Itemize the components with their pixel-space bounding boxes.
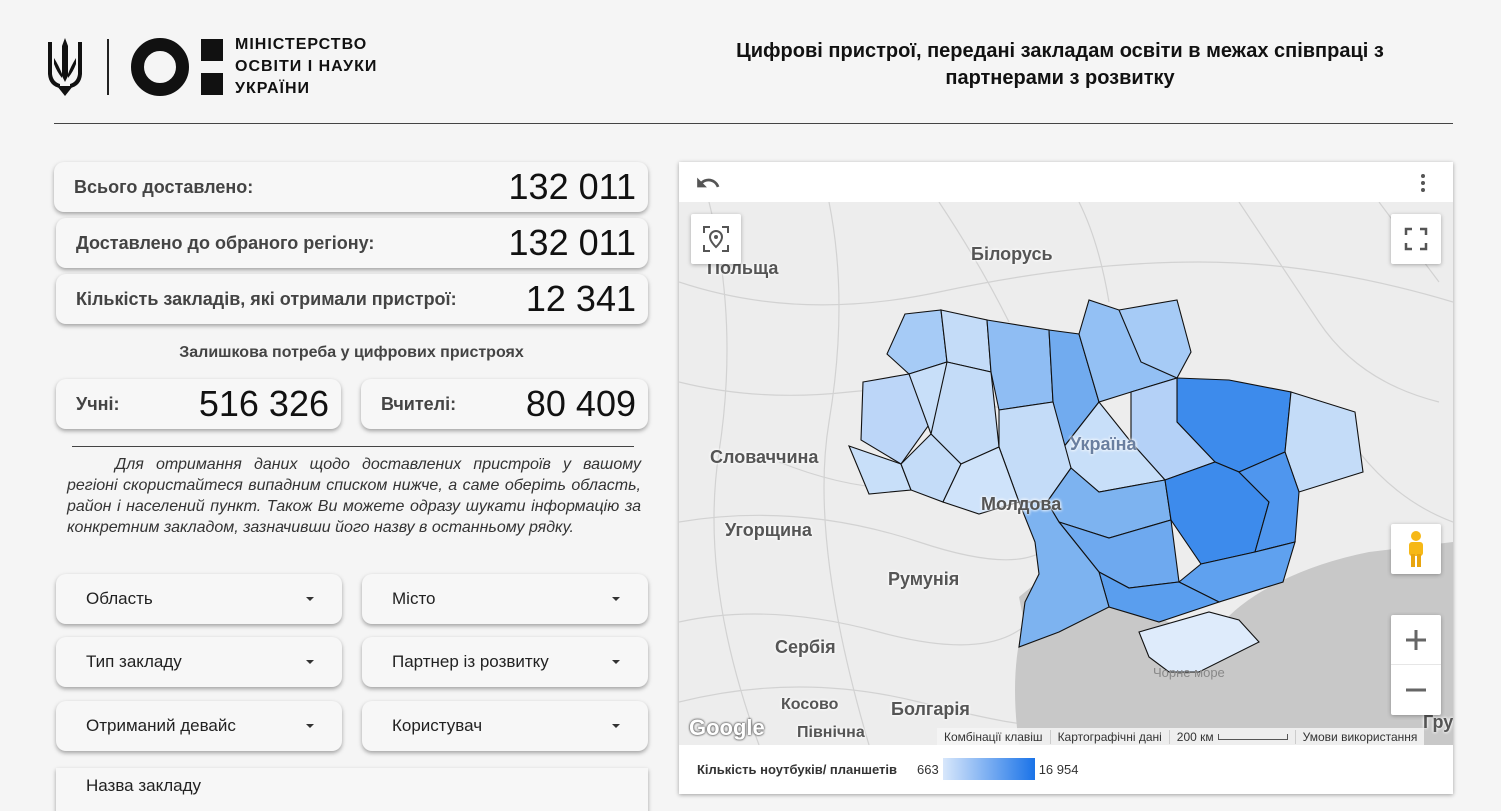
kpi-teachers-need: Вчителі: 80 409 — [361, 379, 648, 429]
caret-down-icon — [612, 660, 620, 664]
map-data-link[interactable]: Картографічні дані — [1051, 729, 1170, 744]
user-dropdown[interactable]: Користувач — [362, 701, 648, 751]
region-sumy — [1118, 299, 1192, 379]
plus-icon — [1406, 629, 1426, 650]
region-luhansk — [1284, 391, 1364, 493]
kpi-label: Всього доставлено: — [74, 176, 254, 197]
dropdown-label: Отриманий девайс — [86, 716, 236, 735]
undo-icon[interactable] — [695, 170, 721, 196]
legend-max: 16 954 — [1038, 761, 1079, 777]
kpi-region-delivered: Доставлено до обраного регіону: 132 011 — [56, 218, 648, 268]
map-attribution: Комбінації клавіш Картографічні дані 200… — [937, 728, 1425, 745]
dropdown-label: Місто — [392, 589, 436, 608]
caret-down-icon — [306, 660, 314, 664]
zoom-in-button[interactable] — [1391, 615, 1441, 665]
region-odesa — [1018, 501, 1110, 648]
header-divider — [54, 123, 1453, 124]
device-dropdown[interactable]: Отриманий девайс — [56, 701, 342, 751]
region-zhytomyr — [986, 319, 1054, 411]
kpi-total-delivered: Всього доставлено: 132 011 — [54, 162, 648, 212]
city-dropdown[interactable]: Місто — [362, 574, 648, 624]
map-label-romania: Румунія — [888, 569, 960, 589]
kpi-value: 80 409 — [525, 383, 636, 424]
dropdown-label: Партнер із розвитку — [392, 652, 549, 671]
zoom-controls — [1391, 615, 1441, 715]
school-type-dropdown[interactable]: Тип закладу — [56, 637, 342, 687]
map-label-belarus: Білорусь — [971, 244, 1053, 264]
partner-dropdown[interactable]: Партнер із розвитку — [362, 637, 648, 687]
legend-title: Кількість ноутбуків/ планшетів — [697, 761, 897, 777]
map-card: Польща Білорусь Словаччина Угорщина Молд… — [679, 162, 1453, 794]
dropdown-label: Тип закладу — [86, 652, 182, 671]
ministry-logo: МІНІСТЕРСТВО ОСВІТИ І НАУКИ УКРАЇНИ — [45, 34, 377, 100]
street-view-button[interactable] — [1391, 524, 1441, 574]
scale-label: 200 км — [1176, 729, 1214, 744]
legend-gradient — [942, 758, 1035, 780]
zoom-out-button[interactable] — [1391, 665, 1441, 715]
scale-bar — [1217, 734, 1288, 741]
dropdown-label: Користувач — [392, 716, 483, 735]
region-dropdown[interactable]: Область — [56, 574, 342, 624]
section-divider — [72, 446, 634, 447]
instructions-text: Для отримання даних щодо доставлених при… — [67, 456, 641, 536]
caret-down-icon — [612, 597, 620, 601]
map-label-black-sea: Чорне море — [1153, 665, 1225, 680]
map-label-slovakia: Словаччина — [710, 447, 819, 467]
map-legend: Кількість ноутбуків/ планшетів 663 16 95… — [697, 758, 1078, 780]
terms-link[interactable]: Умови використання — [1302, 729, 1418, 744]
logo-divider — [107, 39, 109, 95]
school-name-search-field[interactable]: Назва закладу — [56, 768, 648, 811]
kpi-label: Кількість закладів, які отримали пристро… — [76, 288, 457, 309]
map-toolbar — [679, 162, 1453, 202]
map-label-kosovo: Косово — [781, 696, 839, 713]
map-scale[interactable]: 200 км — [1170, 729, 1296, 744]
minus-icon — [1406, 688, 1426, 692]
kpi-value: 12 341 — [525, 278, 636, 319]
map-label-edge: Гру — [1423, 712, 1453, 732]
kpi-students-need: Учні: 516 326 — [56, 379, 341, 429]
page-title: Цифрові пристрої, передані закладам осві… — [736, 40, 1384, 89]
pegman-icon — [1409, 531, 1423, 567]
ministry-name: МІНІСТЕРСТВО ОСВІТИ І НАУКИ УКРАЇНИ — [235, 36, 378, 97]
kpi-institutions: Кількість закладів, які отримали пристро… — [56, 274, 648, 324]
region-chernivtsi — [942, 446, 1020, 515]
legend-min: 663 — [916, 761, 939, 777]
more-options-icon[interactable] — [1413, 172, 1433, 194]
location-pin-icon — [703, 226, 729, 252]
keyboard-shortcuts-link[interactable]: Комбінації клавіш — [937, 729, 1051, 744]
fullscreen-icon — [1404, 227, 1428, 251]
map-canvas — [679, 202, 1453, 745]
map-label-hungary: Угорщина — [725, 520, 812, 540]
caret-down-icon — [306, 724, 314, 728]
kpi-value: 516 326 — [198, 383, 329, 424]
header: МІНІСТЕРСТВО ОСВІТИ І НАУКИ УКРАЇНИ Цифр… — [0, 0, 1501, 125]
ukraine-regions — [848, 299, 1364, 673]
kpi-label: Вчителі: — [381, 393, 457, 414]
trident-icon — [48, 38, 82, 96]
kpi-value: 132 011 — [508, 166, 636, 207]
map-label-bulgaria: Болгарія — [891, 699, 970, 719]
kpi-label: Доставлено до обраного регіону: — [76, 232, 375, 253]
map-area[interactable]: Польща Білорусь Словаччина Угорщина Молд… — [679, 202, 1453, 745]
map-label-ukraine: Україна — [1070, 434, 1137, 454]
region-lviv — [860, 373, 932, 465]
kpi-label: Учні: — [76, 393, 120, 414]
fullscreen-button[interactable] — [1391, 214, 1441, 264]
ministry-square-mark — [201, 39, 223, 95]
caret-down-icon — [306, 597, 314, 601]
locate-me-button[interactable] — [691, 214, 741, 264]
remaining-need-title: Залишкова потреба у цифрових пристроях — [179, 344, 524, 361]
google-logo: Google — [689, 715, 765, 740]
dropdown-label: Область — [86, 589, 153, 608]
caret-down-icon — [612, 724, 620, 728]
map-label-serbia: Сербія — [775, 637, 836, 657]
map-label-moldova: Молдова — [981, 494, 1062, 514]
map-label-north-macedonia: Північна — [797, 724, 865, 741]
region-crimea — [1138, 611, 1260, 673]
search-field-label: Назва закладу — [86, 776, 202, 795]
kpi-value: 132 011 — [508, 222, 636, 263]
ministry-circle-mark — [131, 38, 189, 96]
